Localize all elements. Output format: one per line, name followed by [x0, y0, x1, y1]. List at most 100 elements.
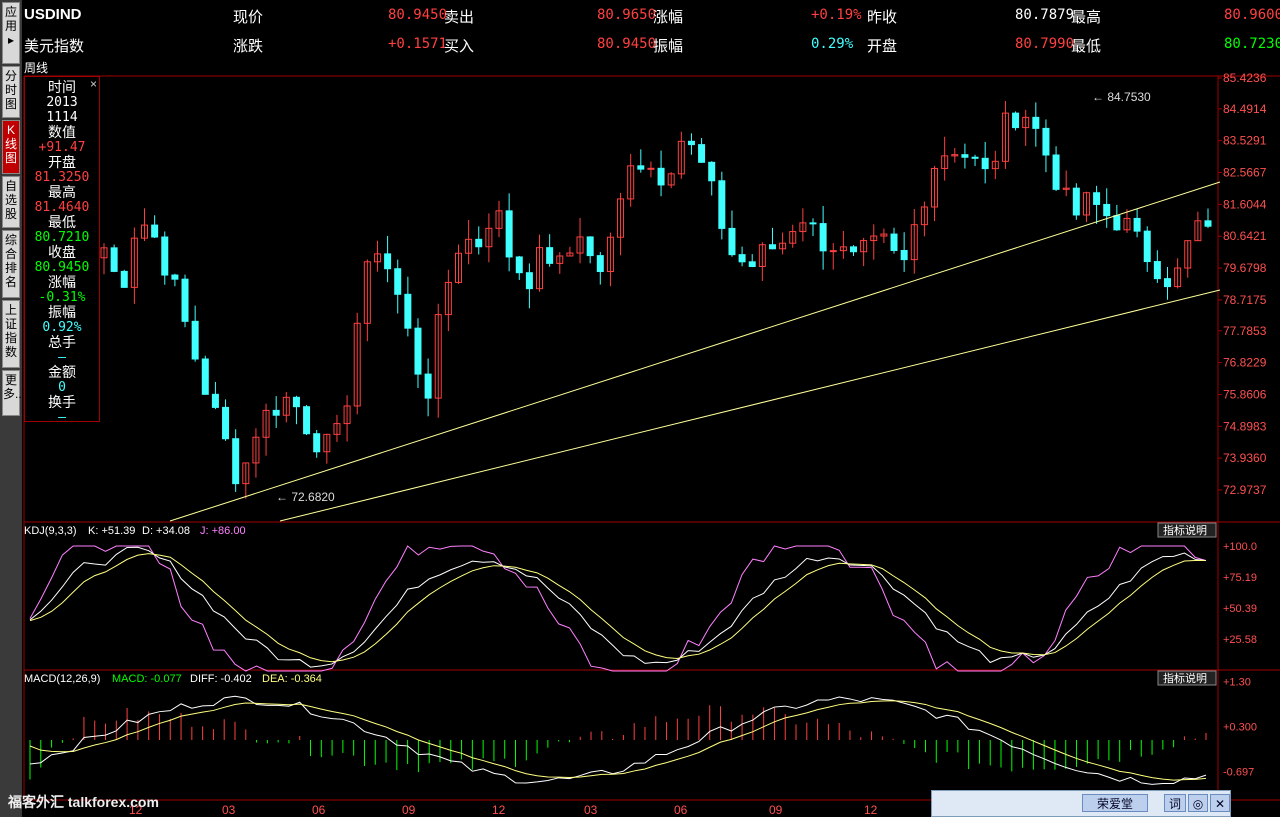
symbol-name: 美元指数 [24, 38, 85, 55]
time-axis-label: 12 [492, 803, 506, 817]
time-axis-label: 03 [584, 803, 598, 817]
macd-help-label: 指标说明 [1163, 671, 1207, 685]
candle-body [404, 293, 412, 329]
candle-body [211, 393, 219, 408]
info-label-10: 换手 [48, 394, 76, 410]
quote-label-row2-2: 振幅 [653, 38, 684, 55]
candle-body [829, 250, 837, 253]
candle-body [100, 247, 108, 259]
quote-value-row1-0: 80.9450 [388, 7, 448, 23]
info-panel: × 时间 2013 1114 数值 +91.47 开盘 81.3250 最高 81.4640 最低… [24, 76, 100, 425]
kdj-j-line [29, 545, 1207, 672]
candle-body [991, 160, 999, 170]
kdj-axis-label: +50.39 [1223, 603, 1257, 615]
candle-body [779, 242, 787, 250]
candle-body [657, 167, 665, 186]
candle-body [1133, 217, 1141, 232]
quote-label-row2-0: 涨跌 [233, 38, 264, 55]
quote-label-row1-4: 最高 [1071, 9, 1102, 26]
candle-body [870, 235, 878, 242]
candle-body [384, 253, 392, 270]
info-label-4: 最低 [48, 214, 76, 230]
macd-diff: DIFF: -0.402 [190, 673, 252, 685]
info-value-3: 81.4640 [34, 200, 90, 215]
candle-body [475, 238, 483, 248]
quote-label-row2-4: 最低 [1071, 38, 1102, 55]
candle-body [890, 233, 898, 251]
macd-dea: DEA: -0.364 [262, 673, 322, 685]
quote-label-row1-3: 昨收 [867, 9, 898, 26]
info-label-1: 数值 [48, 124, 76, 140]
close-icon[interactable]: ✕ [1210, 794, 1230, 812]
tab-2[interactable]: K线图 [2, 120, 20, 174]
macd-axis-label: +0.300 [1223, 722, 1257, 734]
tab-1[interactable]: 分时图 [2, 66, 20, 118]
price-tick-label: 77.7853 [1223, 324, 1267, 338]
info-value-4: 80.7210 [34, 230, 90, 245]
candle-body [1143, 230, 1151, 263]
macd-dea-line [29, 700, 1207, 781]
candle-body [850, 246, 858, 253]
candle-body [687, 140, 695, 146]
quote-value-row2-3: 80.7990 [1015, 36, 1075, 52]
candle-body [363, 261, 371, 324]
candle-body [505, 210, 513, 258]
tab-0[interactable]: 应用▸ [2, 2, 20, 64]
price-tick-label: 83.5291 [1223, 134, 1267, 148]
tab-6[interactable]: 更多.. [2, 370, 22, 416]
price-tick-label: 73.9360 [1223, 451, 1267, 465]
dict-button[interactable]: 词 [1164, 794, 1186, 812]
candle-body [1001, 112, 1009, 162]
candle-body [556, 255, 564, 264]
trend-line-upper [169, 181, 1221, 522]
tab-3[interactable]: 自选股 [2, 176, 20, 228]
candle-body [1082, 192, 1090, 216]
candle-body [718, 180, 726, 229]
kdj-axis-label: +75.19 [1223, 572, 1257, 584]
candle-body [768, 244, 776, 250]
time-axis-label: 09 [769, 803, 783, 817]
candle-body [181, 278, 189, 322]
candle-body [333, 423, 341, 435]
info-value-5: 80.9450 [34, 260, 90, 275]
candle-body [971, 156, 979, 159]
candle-body [151, 224, 159, 238]
kdj-d-line [29, 553, 1207, 663]
taskbar-title-button[interactable]: 荣爱堂 [1082, 794, 1148, 812]
tab-4[interactable]: 综合排名 [2, 230, 20, 298]
candle-body [454, 252, 462, 283]
candle-body [758, 244, 766, 267]
quote-label-row1-1: 卖出 [444, 9, 475, 26]
kdj-axis-label: +100.0 [1223, 541, 1257, 553]
tab-5[interactable]: 上证指数 [2, 300, 20, 368]
price-tick-label: 80.6421 [1223, 229, 1267, 243]
low-annotation: ← 72.6820 [276, 490, 335, 504]
quote-value-row1-1: 80.9650 [597, 7, 657, 23]
candle-body [677, 140, 685, 175]
candle-body [515, 256, 523, 274]
candle-body [667, 173, 675, 186]
candle-body [303, 406, 311, 435]
info-value-6: -0.31% [38, 290, 86, 305]
info-label-8: 总手 [48, 334, 76, 350]
candle-body [981, 157, 989, 170]
price-tick-label: 74.8983 [1223, 419, 1267, 433]
quote-value-row2-2: 0.29% [811, 36, 854, 52]
candle-body [1012, 112, 1020, 129]
symbol-code: USDIND [24, 6, 82, 23]
kdj-help-button [1157, 522, 1217, 538]
candle-body [1062, 187, 1070, 190]
info-label-3: 最高 [48, 184, 76, 200]
settings-icon[interactable]: ◎ [1188, 794, 1208, 812]
candle-body [546, 247, 554, 264]
candle-body [900, 249, 908, 261]
close-icon[interactable]: × [89, 77, 97, 91]
info-value-8: — [58, 350, 66, 365]
high-annotation: ← 84.7530 [1092, 90, 1151, 104]
candle-body [242, 462, 250, 485]
macd-value: MACD: -0.077 [112, 673, 182, 685]
price-tick-label: 75.8606 [1223, 387, 1267, 401]
price-tick-label: 81.6044 [1223, 197, 1267, 211]
quote-value-row2-0: +0.1571 [388, 36, 448, 52]
